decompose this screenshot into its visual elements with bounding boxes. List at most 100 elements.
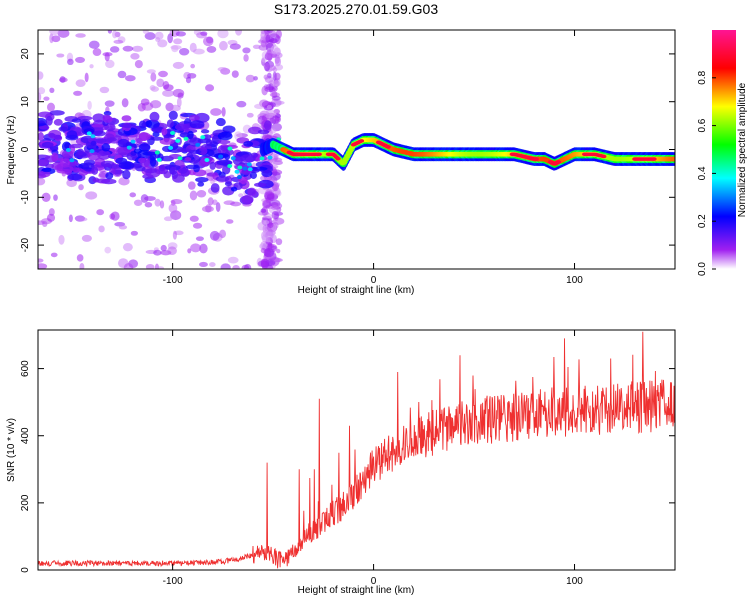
spectrogram-cell [651,157,657,161]
spectrogram-cell [237,175,243,180]
spectrogram-cell [206,46,217,53]
spectrogram-cell [45,116,53,126]
spectrogram-cell [172,61,185,69]
spectrogram-cell [105,172,114,180]
spectrogram-cell [56,53,65,58]
spectrogram-cell [89,64,94,69]
spectrogram-cell [170,130,176,135]
spectrogram-cell [167,246,177,256]
spectrogram-cell [161,127,168,136]
spectrogram-cell [91,123,104,128]
spectrogram-cell [246,162,252,167]
colorbar-label: Normalized spectral amplitude [737,82,748,217]
spectrogram-cell [219,40,228,51]
spectrogram-cell [217,139,231,145]
spectrogram-cell [102,115,113,123]
spectrogram-cell [133,199,143,206]
colorbar-ticks: 0.0 0.2 0.4 0.6 0.8 [697,70,716,276]
spectrogram-cell [259,156,265,161]
spectrogram-cell [46,213,56,222]
spectrogram-cell [38,258,44,263]
spectrogram-cell [168,145,174,150]
spectrogram-cell [65,147,71,152]
spectrogram-cell [168,110,178,120]
spectrogram-cell [271,202,283,210]
y-tick-label: 0 [20,567,31,573]
spectrogram-cell [96,138,113,145]
spectrogram-cell [197,181,205,187]
spectrogram-cell [188,114,200,122]
spectrogram-cell [266,104,272,110]
spectrogram-cell [97,150,111,160]
spectrogram-cell [175,138,181,143]
spectrogram-cell [49,110,65,116]
spectrogram-cell [109,46,120,53]
spectrogram-cell [83,128,95,134]
spectrogram-cell [57,30,70,38]
spectrogram-cell [68,214,73,223]
spectrogram-cell [243,54,249,62]
spectrogram-cell [129,192,137,198]
spectrogram-cell [138,132,151,141]
spectrogram-cell [73,90,83,96]
spectrogram-cell [38,87,46,95]
spectrogram-cell [265,110,277,116]
spectrogram-cell [195,177,209,183]
spectrogram-cell [262,199,271,209]
spectrogram-cell [59,76,66,83]
spectrogram-cell [257,115,268,125]
snr-series-line [38,331,675,569]
spectrogram-cell [109,213,116,220]
spectrogram-cell [247,167,253,172]
spectrogram-cell [38,131,44,142]
spectrogram-cell [252,44,261,49]
spectrogram-cell [232,264,240,269]
spectrogram-cell [227,146,233,151]
spectrogram-cell [91,166,99,175]
spectrogram-cell [267,155,273,160]
spectrogram-cell [67,58,74,66]
spectrogram-cell [105,59,115,69]
spectrogram-cell [102,52,113,57]
spectrogram-cell [162,89,175,97]
spectrogram-cell [78,184,84,191]
spectrogram-cell [235,30,242,36]
spectrogram-cell [198,146,208,156]
snr-frame [37,329,676,571]
spectrogram-cell [274,64,284,71]
spectrogram-cell [533,157,539,161]
spectrogram-cell [145,264,155,269]
spectrogram-cell [118,177,130,186]
spectrogram-cell [48,132,56,138]
spectrogram-cell [261,234,269,243]
spectrogram-cell [121,115,132,122]
x-tick-label: 0 [371,576,377,587]
spectrogram-cell [601,154,607,159]
spectrogram-cell [133,148,143,154]
spectrogram-cell [92,48,102,56]
spectrogram-cell [189,149,202,155]
spectrogram-cell [130,230,138,236]
spectrogram-cell [75,33,86,38]
spectrogram-cell [163,84,174,91]
spectrogram-cell [200,135,206,140]
spectrogram-cell [215,202,221,212]
spectrogram-cell [122,45,134,52]
spectrogram-cell [276,248,281,254]
spectrogram-cell [263,220,270,225]
spectrogram-cell [149,111,160,122]
spectrogram-cell [75,79,86,87]
spectrogram-cell [249,171,257,180]
spectrogram-cell [76,217,88,222]
spectrogram-cell [138,120,147,129]
spectrogram-cell [209,161,216,170]
spectrogram-cell [217,131,233,141]
spectrogram-cell [89,149,95,154]
spectrogram-cell [59,158,72,168]
spectrogram-cell [43,96,50,101]
spectrogram-cell [118,161,135,170]
spectrogram-cell [218,154,224,159]
spectrogram-cell [264,86,276,93]
spectrogram-x-ticks: -100 0 100 [163,30,583,286]
spectrogram-cell [120,123,136,129]
